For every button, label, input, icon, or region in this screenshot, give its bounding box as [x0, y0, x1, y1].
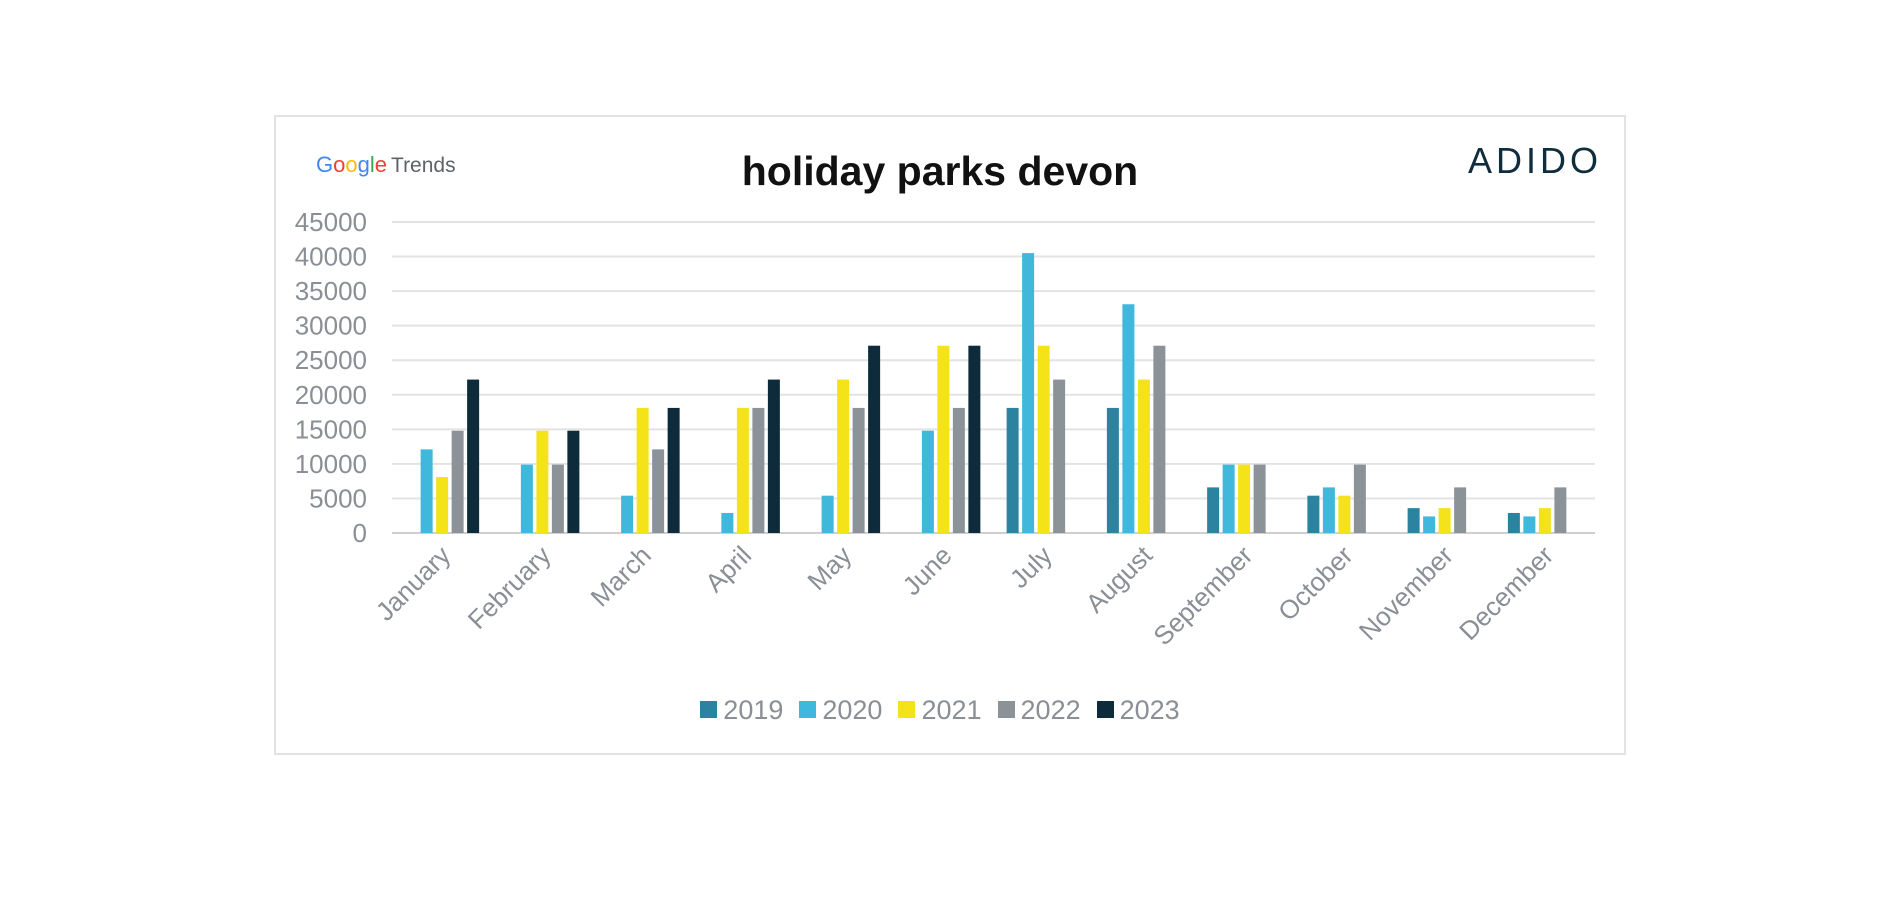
x-tick-label: January	[370, 540, 457, 627]
x-tick-label: July	[1004, 540, 1058, 594]
bar-2020-july	[1022, 253, 1035, 533]
bar-2020-december	[1523, 516, 1536, 533]
y-tick-label: 45000	[295, 207, 367, 237]
legend-swatch	[898, 701, 916, 719]
y-tick-label: 15000	[295, 414, 367, 444]
bar-2023-may	[868, 345, 881, 533]
bar-2022-july	[1053, 379, 1066, 533]
x-axis: January February March April May June July Augu…	[370, 539, 1560, 651]
bar-2023-february	[567, 430, 580, 533]
x-tick-label: June	[897, 540, 958, 601]
y-axis: 0 5000 10000 15000 20000 25000 30000 35000 40000…	[295, 207, 367, 548]
bar-2022-august	[1153, 345, 1166, 533]
y-tick-label: 0	[353, 518, 367, 548]
bar-2023-january	[467, 379, 480, 533]
x-tick-label: February	[462, 540, 557, 635]
bar-2023-june	[968, 345, 981, 533]
y-tick-label: 35000	[295, 276, 367, 306]
legend-label: 2019	[723, 695, 784, 725]
bar-2023-march	[667, 407, 680, 533]
x-tick-label: September	[1147, 540, 1258, 651]
legend-label: 2020	[822, 695, 883, 725]
x-tick-label: April	[699, 540, 757, 598]
bar-2020-september	[1222, 464, 1235, 533]
bar-2022-september	[1253, 464, 1266, 533]
bar-2021-october	[1338, 495, 1351, 533]
y-tick-label: 40000	[295, 242, 367, 272]
bar-2021-november	[1438, 508, 1451, 533]
bar-2021-january	[436, 477, 449, 533]
legend-label: 2021	[921, 695, 982, 725]
y-tick-label: 30000	[295, 311, 367, 341]
legend-item-2021: 2021	[898, 695, 982, 726]
bar-2021-september	[1238, 464, 1251, 533]
x-tick-label: May	[801, 540, 857, 596]
y-tick-label: 20000	[295, 380, 367, 410]
bar-2019-september	[1207, 487, 1220, 533]
y-tick-label: 10000	[295, 449, 367, 479]
bar-2019-august	[1106, 407, 1119, 533]
bar-2021-august	[1137, 379, 1150, 533]
adido-logo: ADIDO	[1468, 140, 1603, 181]
legend-swatch	[799, 701, 817, 719]
bar-2021-march	[636, 407, 649, 533]
bar-2020-may	[821, 495, 834, 533]
legend: 2019 2020 2021 2022 2023	[0, 695, 1880, 726]
legend-label: 2022	[1020, 695, 1081, 725]
bar-2020-october	[1322, 487, 1335, 533]
bar-2022-november	[1454, 487, 1467, 533]
x-tick-label: October	[1272, 540, 1359, 627]
bar-2020-november	[1423, 516, 1436, 533]
legend-label: 2023	[1119, 695, 1180, 725]
legend-swatch	[997, 701, 1015, 719]
bar-2022-april	[752, 407, 765, 533]
bar-2020-january	[420, 449, 433, 533]
legend-item-2023: 2023	[1096, 695, 1180, 726]
bar-2022-october	[1353, 464, 1366, 533]
y-tick-label: 25000	[295, 345, 367, 375]
bar-2022-december	[1554, 487, 1567, 533]
bar-2020-march	[621, 495, 634, 533]
legend-swatch	[1096, 701, 1114, 719]
bar-2022-march	[652, 449, 665, 533]
legend-swatch	[700, 701, 718, 719]
bar-2020-april	[721, 512, 734, 533]
bar-2023-april	[767, 379, 780, 533]
chart-title: holiday parks devon	[741, 148, 1139, 194]
bar-2021-april	[736, 407, 749, 533]
bar-2022-may	[852, 407, 865, 533]
x-tick-label: November	[1353, 540, 1459, 646]
bar-2022-june	[952, 407, 965, 533]
bar-2019-november	[1407, 508, 1420, 533]
bar-2020-august	[1122, 304, 1135, 533]
y-tick-label: 5000	[309, 483, 367, 513]
x-tick-label: March	[585, 540, 657, 612]
x-tick-label: December	[1453, 540, 1559, 646]
bar-2020-june	[921, 430, 934, 533]
bar-2019-october	[1307, 495, 1320, 533]
bar-2020-february	[520, 464, 533, 533]
bar-2022-january	[451, 430, 464, 533]
gridlines	[392, 221, 1595, 534]
bar-2019-july	[1006, 407, 1019, 533]
legend-item-2020: 2020	[799, 695, 882, 726]
bar-2021-december	[1538, 508, 1551, 533]
x-tick-label: August	[1080, 539, 1159, 618]
bars	[420, 253, 1567, 533]
bar-2022-february	[551, 464, 564, 533]
bar-2021-february	[536, 430, 549, 533]
google-trends-logo: Google Trends	[316, 152, 456, 177]
bar-2019-december	[1507, 512, 1520, 533]
bar-2021-may	[837, 379, 850, 533]
bar-2021-july	[1037, 345, 1050, 533]
logo-trends-text: Trends	[391, 154, 456, 177]
legend-item-2022: 2022	[997, 695, 1081, 726]
legend-item-2019: 2019	[700, 695, 783, 726]
bar-2021-june	[937, 345, 950, 533]
